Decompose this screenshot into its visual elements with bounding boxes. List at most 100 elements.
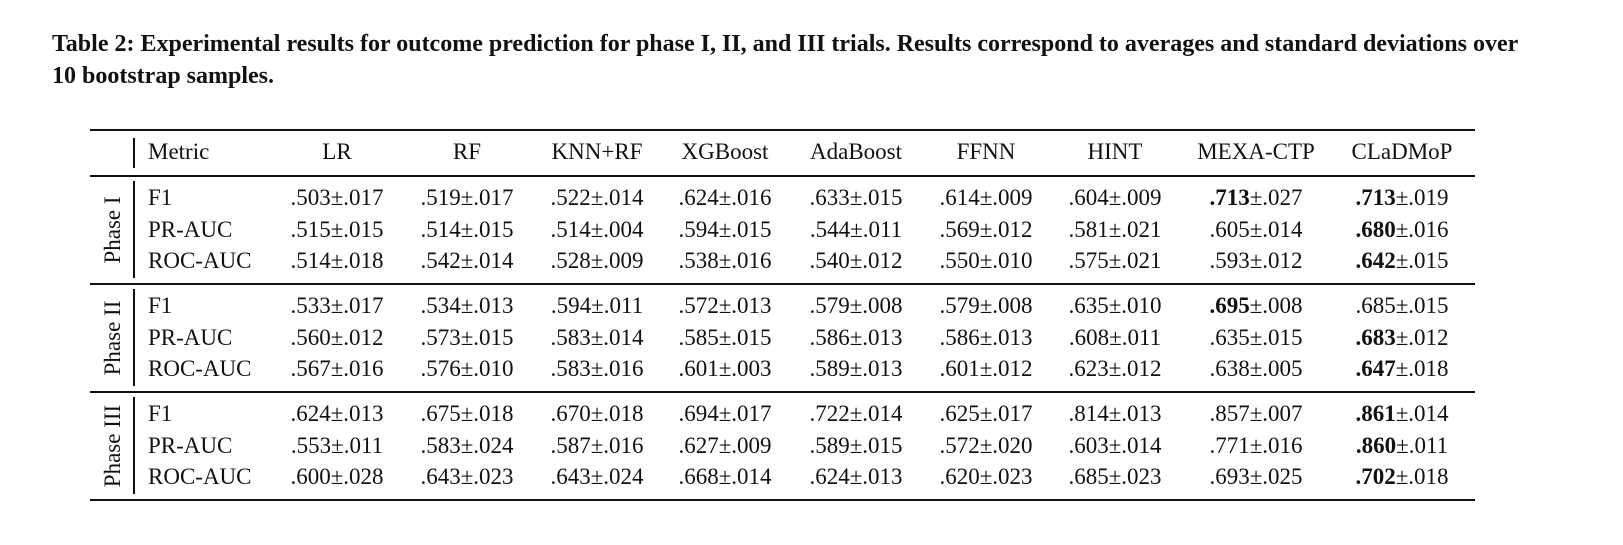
- cell: .593±.012: [1209, 247, 1302, 275]
- header-rule: [90, 175, 1475, 177]
- cell: .575±.021: [1068, 247, 1161, 275]
- cell-sd: ±.017: [460, 185, 514, 210]
- cell-sd: ±.012: [1249, 248, 1303, 273]
- cell-mean: .625: [939, 401, 980, 426]
- cell-sd: ±.007: [1249, 401, 1303, 426]
- cell: .522±.014: [550, 184, 643, 212]
- cell: .620±.023: [939, 463, 1032, 491]
- cell: .668±.014: [678, 463, 771, 491]
- cell-mean: .642: [1355, 248, 1396, 273]
- cell-sd: ±.010: [460, 356, 514, 381]
- column-header: RF: [452, 139, 482, 164]
- cell: .685±.023: [1068, 463, 1161, 491]
- cell: .605±.014: [1209, 216, 1302, 244]
- cell-mean: .514: [550, 216, 591, 242]
- column-header: XGBoost: [681, 139, 769, 164]
- cell-sd: ±.012: [849, 248, 903, 273]
- cell: .608±.011: [1069, 324, 1161, 352]
- cell-mean: .643: [420, 464, 461, 489]
- cell: .515±.015: [290, 216, 383, 244]
- cell-sd: ±.013: [718, 293, 772, 318]
- cell-sd: ±.015: [460, 324, 514, 350]
- cell-sd: ±.017: [330, 185, 384, 210]
- cell-sd: ±.014: [849, 401, 903, 426]
- cell: .579±.008: [939, 292, 1032, 320]
- cell: .713±.019: [1355, 184, 1448, 212]
- cell-sd: ±.023: [460, 464, 514, 489]
- cell-mean: .540: [809, 248, 850, 273]
- cell-sd: ±.014: [590, 185, 644, 210]
- cell: .771±.016: [1209, 432, 1302, 460]
- cell-mean: .603: [1068, 432, 1109, 458]
- cell-mean: .635: [1068, 293, 1109, 318]
- cell-sd: ±.012: [330, 324, 384, 350]
- cell-sd: ±.020: [979, 432, 1033, 458]
- cell-mean: .572: [939, 432, 980, 458]
- cell-sd: ±.027: [1249, 185, 1303, 210]
- cell-sd: ±.016: [330, 356, 384, 381]
- cell-mean: .594: [550, 293, 592, 318]
- cell: .573±.015: [420, 324, 513, 352]
- cell-mean: .675: [420, 401, 461, 426]
- cell-mean: .857: [1209, 401, 1250, 426]
- cell-sd: ±.009: [590, 248, 644, 273]
- metric-label: F1: [148, 185, 173, 210]
- cell: .643±.024: [550, 463, 643, 491]
- cell-mean: .860: [1355, 432, 1397, 458]
- cell-sd: ±.008: [1249, 293, 1303, 318]
- cell-mean: .583: [420, 432, 461, 458]
- cell: .503±.017: [290, 184, 383, 212]
- cell-sd: ±.009: [979, 185, 1033, 210]
- cell-sd: ±.017: [330, 293, 384, 318]
- column-header: KNN+RF: [551, 139, 643, 164]
- cell-mean: .670: [550, 401, 591, 426]
- cell: .553±.011: [291, 432, 383, 460]
- cell-mean: .533: [290, 293, 331, 318]
- cell-sd: ±.021: [1108, 248, 1162, 273]
- cell: .572±.013: [678, 292, 771, 320]
- cell: .514±.018: [290, 247, 383, 275]
- metric-label: PR-AUC: [148, 324, 233, 350]
- cell-mean: .668: [678, 464, 719, 489]
- group-rule: [90, 283, 1475, 285]
- cell-sd: ±.011: [591, 293, 644, 318]
- cell-mean: .560: [290, 324, 331, 350]
- cell: .713±.027: [1209, 184, 1302, 212]
- cell: .542±.014: [420, 247, 513, 275]
- cell-mean: .503: [290, 185, 331, 210]
- cell: .534±.013: [420, 292, 513, 320]
- cell-sd: ±.015: [1249, 324, 1303, 350]
- cell: .594±.011: [551, 292, 643, 320]
- cell-sd: ±.010: [1108, 293, 1162, 318]
- cell: .624±.013: [290, 400, 383, 428]
- cell-sd: ±.023: [1108, 464, 1162, 489]
- cell-sd: ±.012: [979, 356, 1033, 381]
- cell: .576±.010: [420, 355, 513, 383]
- cell-mean: .600: [290, 464, 331, 489]
- cell-sd: ±.016: [590, 432, 644, 458]
- metric-label: ROC-AUC: [148, 356, 252, 381]
- cell-mean: .586: [939, 324, 980, 350]
- column-rule: [133, 289, 135, 386]
- cell: .544±.011: [810, 216, 902, 244]
- cell-sd: ±.004: [590, 216, 644, 242]
- cell: .586±.013: [809, 324, 902, 352]
- cell-mean: .604: [1068, 185, 1109, 210]
- cell-mean: .647: [1355, 356, 1396, 381]
- cell-mean: .593: [1209, 248, 1250, 273]
- cell-sd: ±.028: [330, 464, 384, 489]
- cell-mean: .594: [678, 216, 719, 242]
- cell-mean: .587: [550, 432, 591, 458]
- cell-mean: .514: [290, 248, 331, 273]
- cell-mean: .567: [290, 356, 331, 381]
- cell: .702±.018: [1355, 463, 1448, 491]
- cell: .572±.020: [939, 432, 1032, 460]
- cell-sd: ±.015: [1395, 293, 1449, 318]
- cell-mean: .589: [809, 432, 850, 458]
- cell: .604±.009: [1068, 184, 1161, 212]
- cell-sd: ±.021: [1108, 216, 1162, 242]
- cell: .680±.016: [1355, 216, 1448, 244]
- cell: .585±.015: [678, 324, 771, 352]
- cell-sd: ±.015: [849, 185, 903, 210]
- cell: .633±.015: [809, 184, 902, 212]
